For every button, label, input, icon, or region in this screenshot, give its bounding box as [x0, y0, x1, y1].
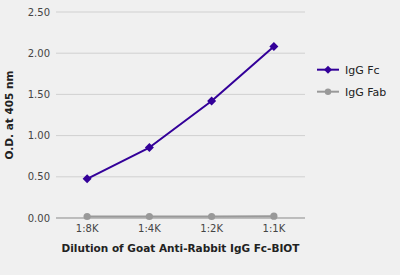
legend: IgG Fc IgG Fab — [317, 64, 386, 99]
grid-line — [56, 12, 305, 13]
y-tick-label: 0.00 — [28, 213, 50, 224]
marker-diamond — [83, 174, 92, 183]
marker-diamond — [269, 42, 278, 51]
x-axis-line — [56, 218, 305, 219]
x-tick-label: 1:2K — [200, 223, 223, 234]
series-line — [87, 215, 274, 217]
grid-line — [56, 218, 305, 219]
marker-circle — [208, 213, 215, 220]
x-tick-label: 1:4K — [138, 223, 161, 234]
y-tick-label: 1.00 — [28, 130, 50, 141]
x-tick-label: 1:8K — [76, 223, 99, 234]
chart-svg: 0.00 0.50 1.00 1.50 2.00 2.50 1:8K 1:4K 1:2K 1:1K… — [0, 0, 400, 275]
marker-circle — [270, 213, 277, 220]
marker-diamond — [145, 143, 154, 152]
chart-container: 0.00 0.50 1.00 1.50 2.00 2.50 1:8K 1:4K 1:2K 1:1K… — [0, 0, 400, 275]
grid-line — [56, 94, 305, 95]
legend-label: IgG Fab — [345, 86, 386, 99]
legend-swatch-marker — [324, 66, 332, 74]
marker-diamond — [207, 96, 216, 105]
marker-circle — [84, 213, 91, 220]
grid-line — [56, 135, 305, 136]
y-tick-label: 0.50 — [28, 171, 50, 182]
legend-label: IgG Fc — [345, 64, 380, 77]
series-line — [87, 47, 274, 179]
y-axis-label: O.D. at 405 nm — [3, 71, 15, 160]
y-tick-label: 2.50 — [28, 7, 50, 18]
x-tick-label: 1:1K — [263, 223, 286, 234]
marks-group — [83, 42, 279, 220]
y-tick-label: 1.50 — [28, 89, 50, 100]
x-axis-label: Dilution of Goat Anti-Rabbit IgG Fc-BIOT — [62, 242, 301, 254]
marker-circle — [146, 213, 153, 220]
legend-swatch-marker — [325, 88, 331, 94]
y-tick-label: 2.00 — [28, 48, 50, 59]
